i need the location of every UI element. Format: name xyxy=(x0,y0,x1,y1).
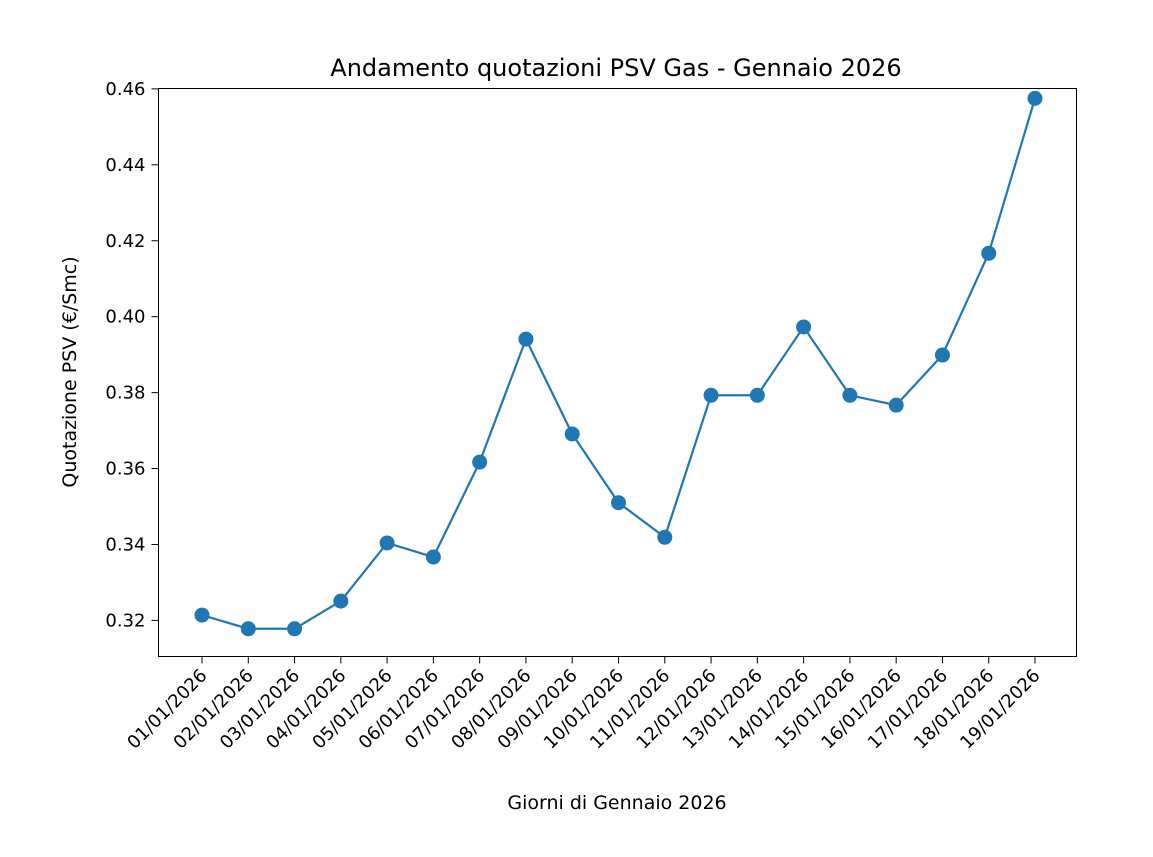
y-axis: 0.32 0.34 0.36 0.38 0.40 0.42 0.44 0.46 xyxy=(105,79,159,631)
data-point xyxy=(472,454,488,470)
data-point xyxy=(749,387,765,403)
y-tick-label: 0.42 xyxy=(105,231,145,252)
data-point xyxy=(518,331,534,347)
x-axis-label: Giorni di Gennaio 2026 xyxy=(507,792,726,814)
data-point xyxy=(379,535,395,551)
x-axis: 01/01/202602/01/202603/01/202604/01/2026… xyxy=(123,656,1045,753)
chart-title: Andamento quotazioni PSV Gas - Gennaio 2… xyxy=(330,54,901,82)
data-point xyxy=(564,426,580,442)
data-point xyxy=(888,397,904,413)
data-point xyxy=(425,549,441,565)
y-tick-label: 0.34 xyxy=(105,534,145,555)
data-point xyxy=(287,621,303,637)
y-tick-label: 0.46 xyxy=(105,79,145,100)
data-point xyxy=(796,319,812,335)
y-tick-label: 0.36 xyxy=(105,459,145,480)
data-point xyxy=(703,387,719,403)
data-point xyxy=(333,593,349,609)
y-tick-label: 0.40 xyxy=(105,307,145,328)
plot-area xyxy=(194,90,1043,637)
data-point xyxy=(1027,90,1043,106)
data-point xyxy=(934,347,950,363)
data-point xyxy=(981,245,997,261)
data-point xyxy=(842,387,858,403)
plot-frame xyxy=(158,88,1077,657)
y-tick-label: 0.32 xyxy=(105,610,145,631)
data-point xyxy=(657,529,673,545)
y-tick-label: 0.38 xyxy=(105,383,145,404)
series-line xyxy=(200,97,1037,630)
y-tick-label: 0.44 xyxy=(105,155,145,176)
data-point xyxy=(194,607,210,623)
data-point xyxy=(240,621,256,637)
y-axis-label: Quotazione PSV (€/Smc) xyxy=(59,256,81,487)
data-point xyxy=(611,495,626,511)
